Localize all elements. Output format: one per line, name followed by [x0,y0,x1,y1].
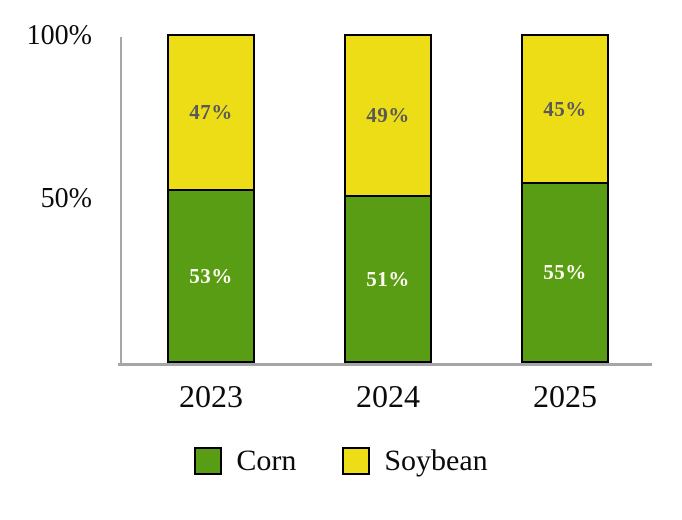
legend: Corn Soybean [0,446,682,476]
bar-2023-soybean-segment: 47% [169,36,253,189]
y-axis-tick-50: 50% [40,183,92,214]
y-axis-line [120,37,122,366]
legend-item-soybean: Soybean [342,444,488,477]
x-axis-label-2025: 2025 [533,378,597,414]
bar-2024-corn-value-label: 51% [366,266,410,291]
soybean-swatch-icon [342,447,371,475]
bar-2024-soybean-value-label: 49% [366,103,410,127]
bar-2024-soybean-segment: 49% [346,36,430,195]
bar-2023: 47% 53% [167,34,255,363]
corn-swatch-icon [194,447,223,475]
legend-label-corn: Corn [236,444,297,477]
bar-2023-soybean-value-label: 47% [189,100,233,124]
bar-2025-soybean-value-label: 45% [543,96,587,121]
bar-2023-corn-value-label: 53% [189,263,233,288]
y-axis-tick-100: 100% [26,20,92,51]
bar-2024: 49% 51% [344,34,432,363]
bar-2025-corn-value-label: 55% [543,260,587,284]
bar-2025-soybean-segment: 45% [523,36,607,182]
legend-label-soybean: Soybean [384,444,488,477]
bar-2024-corn-segment: 51% [346,195,430,361]
x-axis-label-2023: 2023 [179,378,243,414]
bar-2023-corn-segment: 53% [169,189,253,361]
bar-2025: 45% 55% [521,34,609,363]
x-axis-line [118,363,652,366]
x-axis-label-2024: 2024 [356,378,420,414]
legend-item-corn: Corn [194,446,296,476]
bar-2025-corn-segment: 55% [523,182,607,361]
